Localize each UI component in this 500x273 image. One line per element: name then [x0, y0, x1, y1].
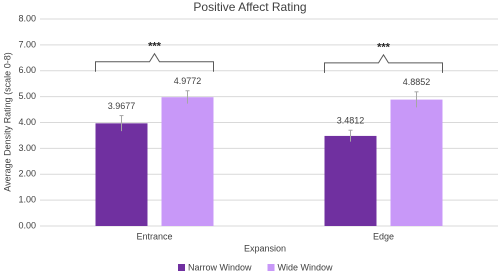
- y-tick-label: 7.00: [18, 39, 36, 49]
- legend-swatch: [178, 264, 185, 271]
- legend-label: Wide Window: [278, 262, 334, 272]
- value-label: 3.4812: [337, 116, 365, 126]
- y-tick-label: 2.00: [18, 169, 36, 179]
- value-label: 4.9772: [174, 76, 202, 86]
- x-axis-label: Expansion: [244, 243, 286, 253]
- y-tick-label: 0.00: [18, 220, 36, 230]
- bar: [95, 123, 148, 226]
- value-label: 4.8852: [403, 77, 431, 87]
- y-tick-label: 6.00: [18, 65, 36, 75]
- y-tick-label: 1.00: [18, 195, 36, 205]
- significance-bracket: [324, 53, 443, 73]
- y-axis-label: Average Density Rating (scale 0-8): [2, 52, 12, 191]
- bar: [390, 99, 443, 226]
- x-tick-label: Entrance: [136, 231, 172, 241]
- chart-title: Positive Affect Rating: [193, 0, 306, 14]
- significance-label: ***: [148, 41, 162, 53]
- legend-label: Narrow Window: [188, 262, 252, 272]
- x-tick-label: Edge: [373, 231, 394, 241]
- value-label: 3.9677: [108, 101, 136, 111]
- significance-bracket: [95, 52, 214, 72]
- y-tick-label: 4.00: [18, 117, 36, 127]
- bar: [324, 135, 377, 226]
- y-tick-label: 3.00: [18, 143, 36, 153]
- y-tick-label: 8.00: [18, 13, 36, 23]
- bar: [161, 97, 214, 226]
- significance-label: ***: [377, 42, 391, 54]
- y-tick-label: 5.00: [18, 91, 36, 101]
- legend-swatch: [267, 264, 275, 271]
